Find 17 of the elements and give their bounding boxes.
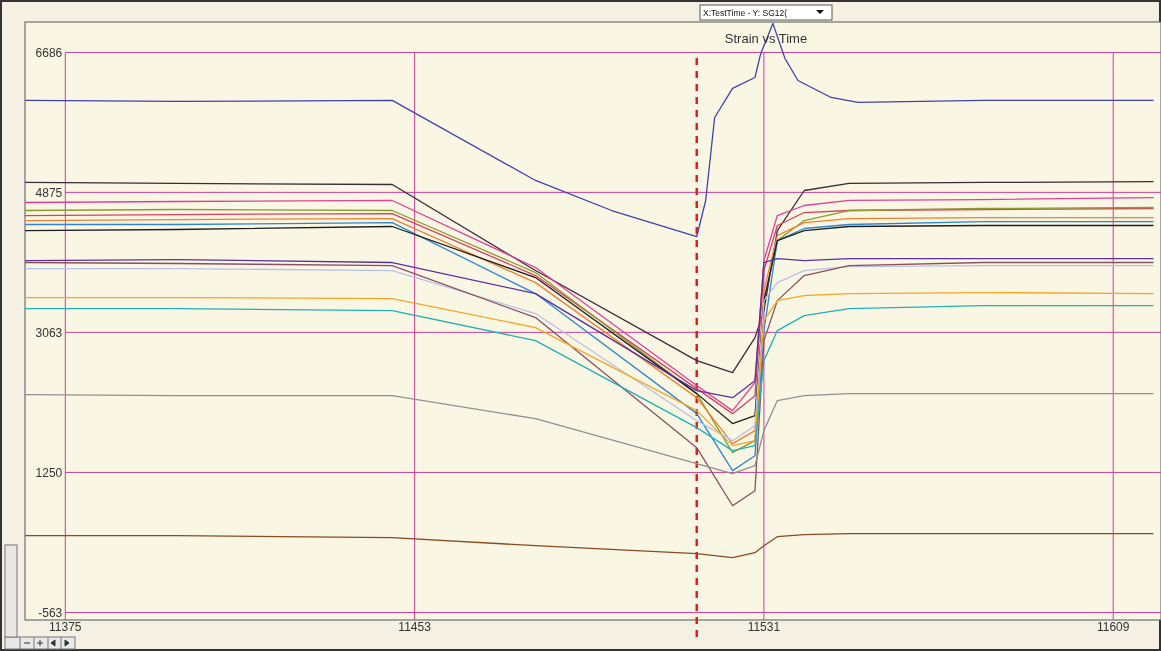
y-tick-label: 4875 (35, 185, 63, 200)
y-tick-label: 6686 (35, 45, 63, 60)
line-series (24, 261, 1155, 507)
y-tick-label: 1250 (35, 465, 63, 480)
line-series (24, 264, 1155, 442)
y-tick-label: 3063 (35, 325, 63, 340)
line-series (24, 533, 1155, 559)
x-tick-label: 11609 (1096, 620, 1130, 634)
x-tick-label: 11375 (49, 620, 82, 634)
text: X:TestTime - Y: SG12( (703, 8, 788, 18)
x-tick-label: 11531 (747, 620, 781, 634)
line-series (24, 180, 1155, 374)
x-tick-label: 11453 (398, 620, 432, 634)
line-series (24, 257, 1155, 399)
line-series (24, 392, 1155, 475)
line-series (24, 22, 1155, 238)
y-tick-label: -563 (38, 605, 63, 620)
